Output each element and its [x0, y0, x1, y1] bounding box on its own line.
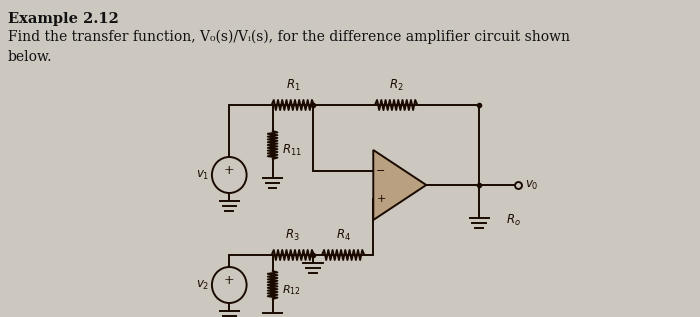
Polygon shape	[373, 150, 426, 220]
Text: $v_2$: $v_2$	[195, 278, 209, 292]
Text: $v_0$: $v_0$	[526, 178, 539, 191]
Text: −: −	[377, 166, 386, 176]
Text: Example 2.12: Example 2.12	[8, 12, 118, 26]
Text: below.: below.	[8, 50, 52, 64]
Text: $v_1$: $v_1$	[195, 168, 209, 182]
Text: $R_3$: $R_3$	[286, 228, 300, 243]
Text: Find the transfer function, V₀(s)/Vᵢ(s), for the difference amplifier circuit sh: Find the transfer function, V₀(s)/Vᵢ(s),…	[8, 30, 570, 44]
Text: $R_1$: $R_1$	[286, 78, 300, 93]
Circle shape	[212, 267, 246, 303]
Text: $R_2$: $R_2$	[389, 78, 403, 93]
Text: $R_o$: $R_o$	[506, 212, 521, 228]
Text: +: +	[224, 274, 234, 287]
Text: $R_4$: $R_4$	[336, 228, 351, 243]
Text: $R_{11}$: $R_{11}$	[282, 142, 302, 158]
Circle shape	[212, 157, 246, 193]
Text: +: +	[224, 164, 234, 177]
Text: $R_{12}$: $R_{12}$	[282, 283, 301, 297]
Text: +: +	[377, 194, 386, 204]
